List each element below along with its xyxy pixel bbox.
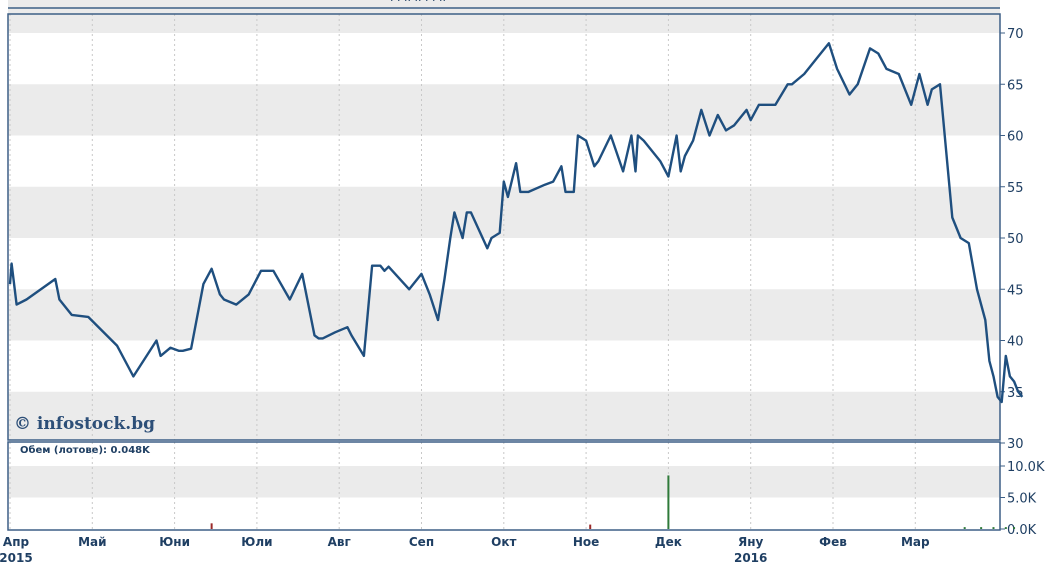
- volume-bar: [992, 527, 995, 529]
- y-tick-label: 40: [1007, 335, 1024, 350]
- x-tick-label: Дек: [655, 535, 682, 549]
- volume-label: Обем (лотове): 0.048K: [20, 444, 151, 456]
- x-tick-label: Юли: [241, 535, 272, 549]
- x-axis: Апр 2015 Май Юни Юли Авг Сеп Окт Ное Дек Яну 2016 Фе…: [0, 535, 930, 565]
- volume-bar: [980, 527, 983, 529]
- y-tick-label: 65: [1007, 78, 1024, 93]
- x-tick-label: Яну: [738, 535, 764, 549]
- volume-bar: [1013, 527, 1016, 529]
- volume-bar: [667, 475, 670, 529]
- y-tick-label: 60: [1007, 130, 1024, 145]
- price-series-line: [8, 42, 1024, 404]
- volume-panel-frame: [7, 441, 1001, 531]
- y-tick-label: 35: [1007, 386, 1024, 401]
- x-tick-year-label: 2016: [734, 551, 767, 565]
- volume-bar: [963, 527, 966, 529]
- volume-bar: [210, 523, 213, 529]
- volume-bar: [589, 524, 592, 529]
- volume-tick-label: 10.0K: [1007, 460, 1045, 475]
- price-y-axis: 70 65 60 55 50 45 40 35 30: [1000, 27, 1024, 452]
- y-tick-label: 50: [1007, 232, 1024, 247]
- x-tick-label: Юни: [159, 535, 190, 549]
- volume-tick-label: 0.0K: [1007, 523, 1037, 538]
- infostock-watermark: © infostock.bg: [14, 414, 155, 434]
- x-tick-label: Авг: [328, 535, 351, 549]
- y-tick-label: 45: [1007, 283, 1024, 298]
- vertical-grid-lines: [9, 14, 916, 530]
- cropped-header-text: · · ·· ·· · · ··: [390, 0, 446, 7]
- y-tick-label: 30: [1007, 437, 1024, 452]
- x-tick-label: Фев: [819, 535, 847, 549]
- x-tick-label: Мар: [901, 535, 930, 549]
- price-panel-frame: [7, 13, 1001, 441]
- x-tick-label: Апр: [3, 535, 30, 549]
- x-tick-label: Окт: [491, 535, 516, 549]
- volume-y-axis: 10.0K 5.0K 0.0K: [1000, 460, 1045, 538]
- volume-bar: [1004, 527, 1007, 529]
- x-tick-label: Ное: [573, 535, 599, 549]
- volume-tick-label: 5.0K: [1007, 492, 1037, 507]
- y-tick-label: 55: [1007, 181, 1024, 196]
- grid-band: [8, 0, 1000, 33]
- x-tick-year-label: 2015: [0, 551, 33, 565]
- x-tick-label: Май: [78, 535, 106, 549]
- x-tick-label: Сеп: [409, 535, 434, 549]
- y-tick-label: 70: [1007, 27, 1024, 42]
- volume-bars: [210, 475, 1016, 529]
